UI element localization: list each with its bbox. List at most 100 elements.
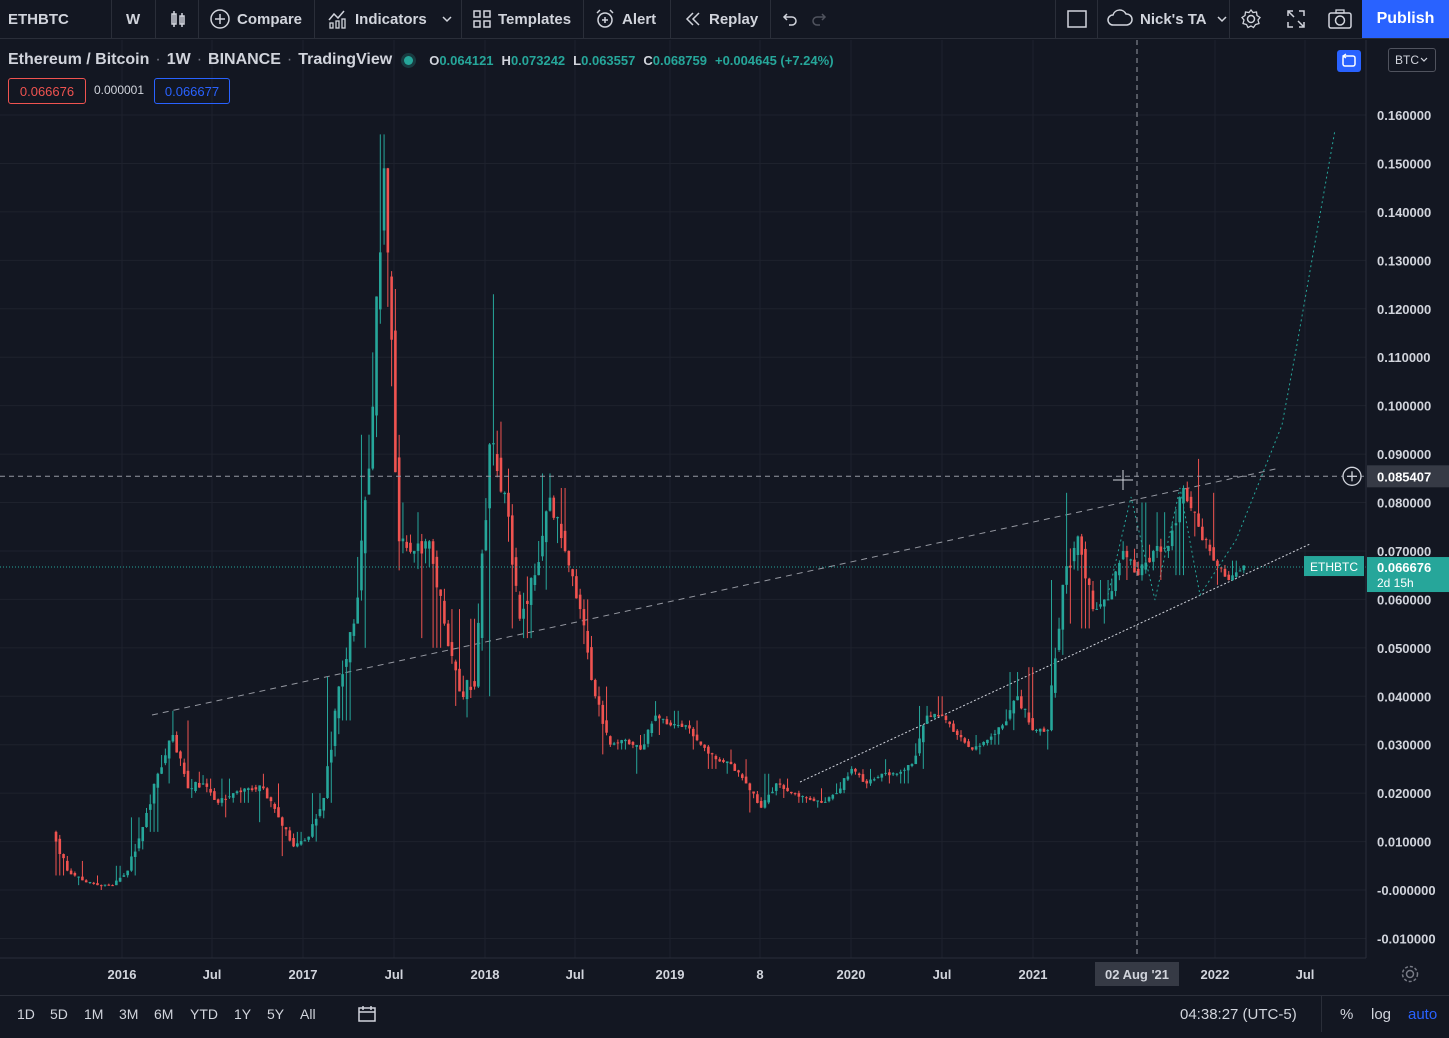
time-tick-label: 2020 — [837, 967, 866, 982]
candle — [691, 727, 695, 750]
timezone-button[interactable]: 04:38:27 (UTC-5) — [1180, 996, 1297, 1032]
range-5y-button[interactable]: 5Y — [267, 1006, 285, 1022]
sell-button[interactable]: 0.066676 — [8, 78, 86, 104]
candle — [801, 795, 804, 803]
resistance-trendline — [151, 467, 1281, 716]
candle — [194, 781, 197, 793]
range-all-button[interactable]: All — [300, 1006, 316, 1022]
candle — [431, 538, 435, 648]
auto-toggle[interactable]: auto — [1408, 996, 1437, 1032]
candle — [107, 883, 111, 886]
range-1y-button[interactable]: 1Y — [234, 1006, 252, 1022]
candle — [164, 748, 167, 766]
price-tick-label: 0.010000 — [1377, 835, 1431, 850]
candle — [812, 796, 816, 802]
candle — [1121, 541, 1125, 561]
candle — [337, 685, 341, 735]
candle — [1208, 539, 1212, 556]
layout-name-label: Nick's TA — [1140, 10, 1207, 28]
candle — [790, 791, 793, 795]
candle — [465, 679, 469, 718]
candle — [880, 773, 884, 782]
chart-type-button[interactable] — [168, 0, 194, 38]
candle — [737, 769, 740, 777]
symbol-search-button[interactable]: ETHBTC — [8, 0, 69, 38]
candle — [1057, 617, 1061, 652]
time-tick-label: 2021 — [1019, 967, 1048, 982]
candle — [986, 739, 989, 746]
candle — [967, 738, 970, 748]
candle — [303, 838, 307, 842]
range-6m-button[interactable]: 6M — [154, 1006, 174, 1022]
crosshair-price-box — [1367, 465, 1449, 488]
settings-button[interactable] — [1240, 0, 1268, 38]
candle — [145, 807, 148, 828]
templates-button[interactable]: Templates — [472, 0, 571, 38]
log-toggle[interactable]: log — [1371, 996, 1391, 1032]
snapshot-button[interactable] — [1327, 0, 1359, 38]
price-axis-background — [1366, 40, 1449, 958]
range-3m-button[interactable]: 3M — [119, 1006, 139, 1022]
fullscreen-button[interactable] — [1285, 0, 1313, 38]
legend-title[interactable]: Ethereum / Bitcoin — [8, 51, 150, 68]
candle — [231, 793, 235, 803]
candle — [495, 430, 499, 478]
candle — [642, 733, 646, 750]
range-5d-button[interactable]: 5D — [50, 1006, 68, 1022]
buy-button[interactable]: 0.066677 — [154, 78, 230, 104]
candle — [597, 686, 601, 717]
candle — [322, 797, 326, 819]
indicators-button[interactable]: Indicators — [327, 0, 427, 38]
fullscreen-layout-button[interactable] — [1066, 0, 1094, 38]
alert-button[interactable]: Alert — [594, 0, 656, 38]
range-ytd-button[interactable]: YTD — [190, 1006, 218, 1022]
candle — [548, 473, 552, 512]
candle — [1065, 492, 1068, 594]
candle — [688, 720, 691, 734]
candle — [311, 793, 314, 838]
candle — [593, 678, 597, 699]
candle — [69, 868, 73, 875]
candle — [1080, 533, 1083, 629]
candle — [526, 576, 529, 639]
redo-button[interactable] — [810, 0, 836, 38]
currency-label: BTC — [1395, 53, 1419, 67]
candle — [1038, 728, 1042, 736]
publish-button[interactable]: Publish — [1362, 0, 1449, 38]
range-1d-button[interactable]: 1D — [17, 1006, 35, 1022]
undo-button[interactable] — [779, 0, 805, 38]
plus-circle-icon — [210, 9, 230, 29]
layout-menu-button[interactable]: Nick's TA — [1106, 0, 1235, 38]
price-chart[interactable]: 0.160000 0.150000 0.140000 0.130000 0.120000… — [0, 40, 1449, 995]
add-alert-button[interactable] — [1342, 466, 1362, 486]
candle — [763, 773, 767, 809]
candle — [1231, 560, 1234, 582]
gear-icon[interactable] — [1401, 965, 1419, 983]
candle — [99, 884, 103, 890]
candle — [891, 772, 895, 776]
candle — [1140, 502, 1144, 581]
undo-icon — [782, 13, 797, 26]
candle — [156, 772, 160, 832]
goto-date-button[interactable] — [357, 996, 377, 1032]
percent-toggle[interactable]: % — [1340, 996, 1353, 1032]
candle — [1193, 511, 1197, 537]
price-tick-label: 0.040000 — [1377, 689, 1431, 704]
candle — [141, 826, 145, 850]
indicators-dropdown-button[interactable] — [440, 0, 460, 38]
range-1m-button[interactable]: 1M — [84, 1006, 104, 1022]
legend-interval[interactable]: 1W — [166, 51, 191, 68]
candle — [1110, 579, 1114, 600]
candle — [741, 773, 744, 781]
overlay-layer — [0, 40, 1366, 958]
candle — [363, 496, 367, 648]
sync-icon — [1341, 53, 1356, 67]
replay-button[interactable]: Replay — [683, 0, 758, 38]
currency-button[interactable]: BTC — [1388, 48, 1436, 72]
interval-button[interactable]: W — [126, 0, 140, 38]
sync-button[interactable] — [1337, 50, 1361, 72]
compare-button[interactable]: Compare — [209, 0, 302, 38]
candle — [1144, 502, 1148, 574]
buy-price: 0.066677 — [164, 83, 220, 99]
